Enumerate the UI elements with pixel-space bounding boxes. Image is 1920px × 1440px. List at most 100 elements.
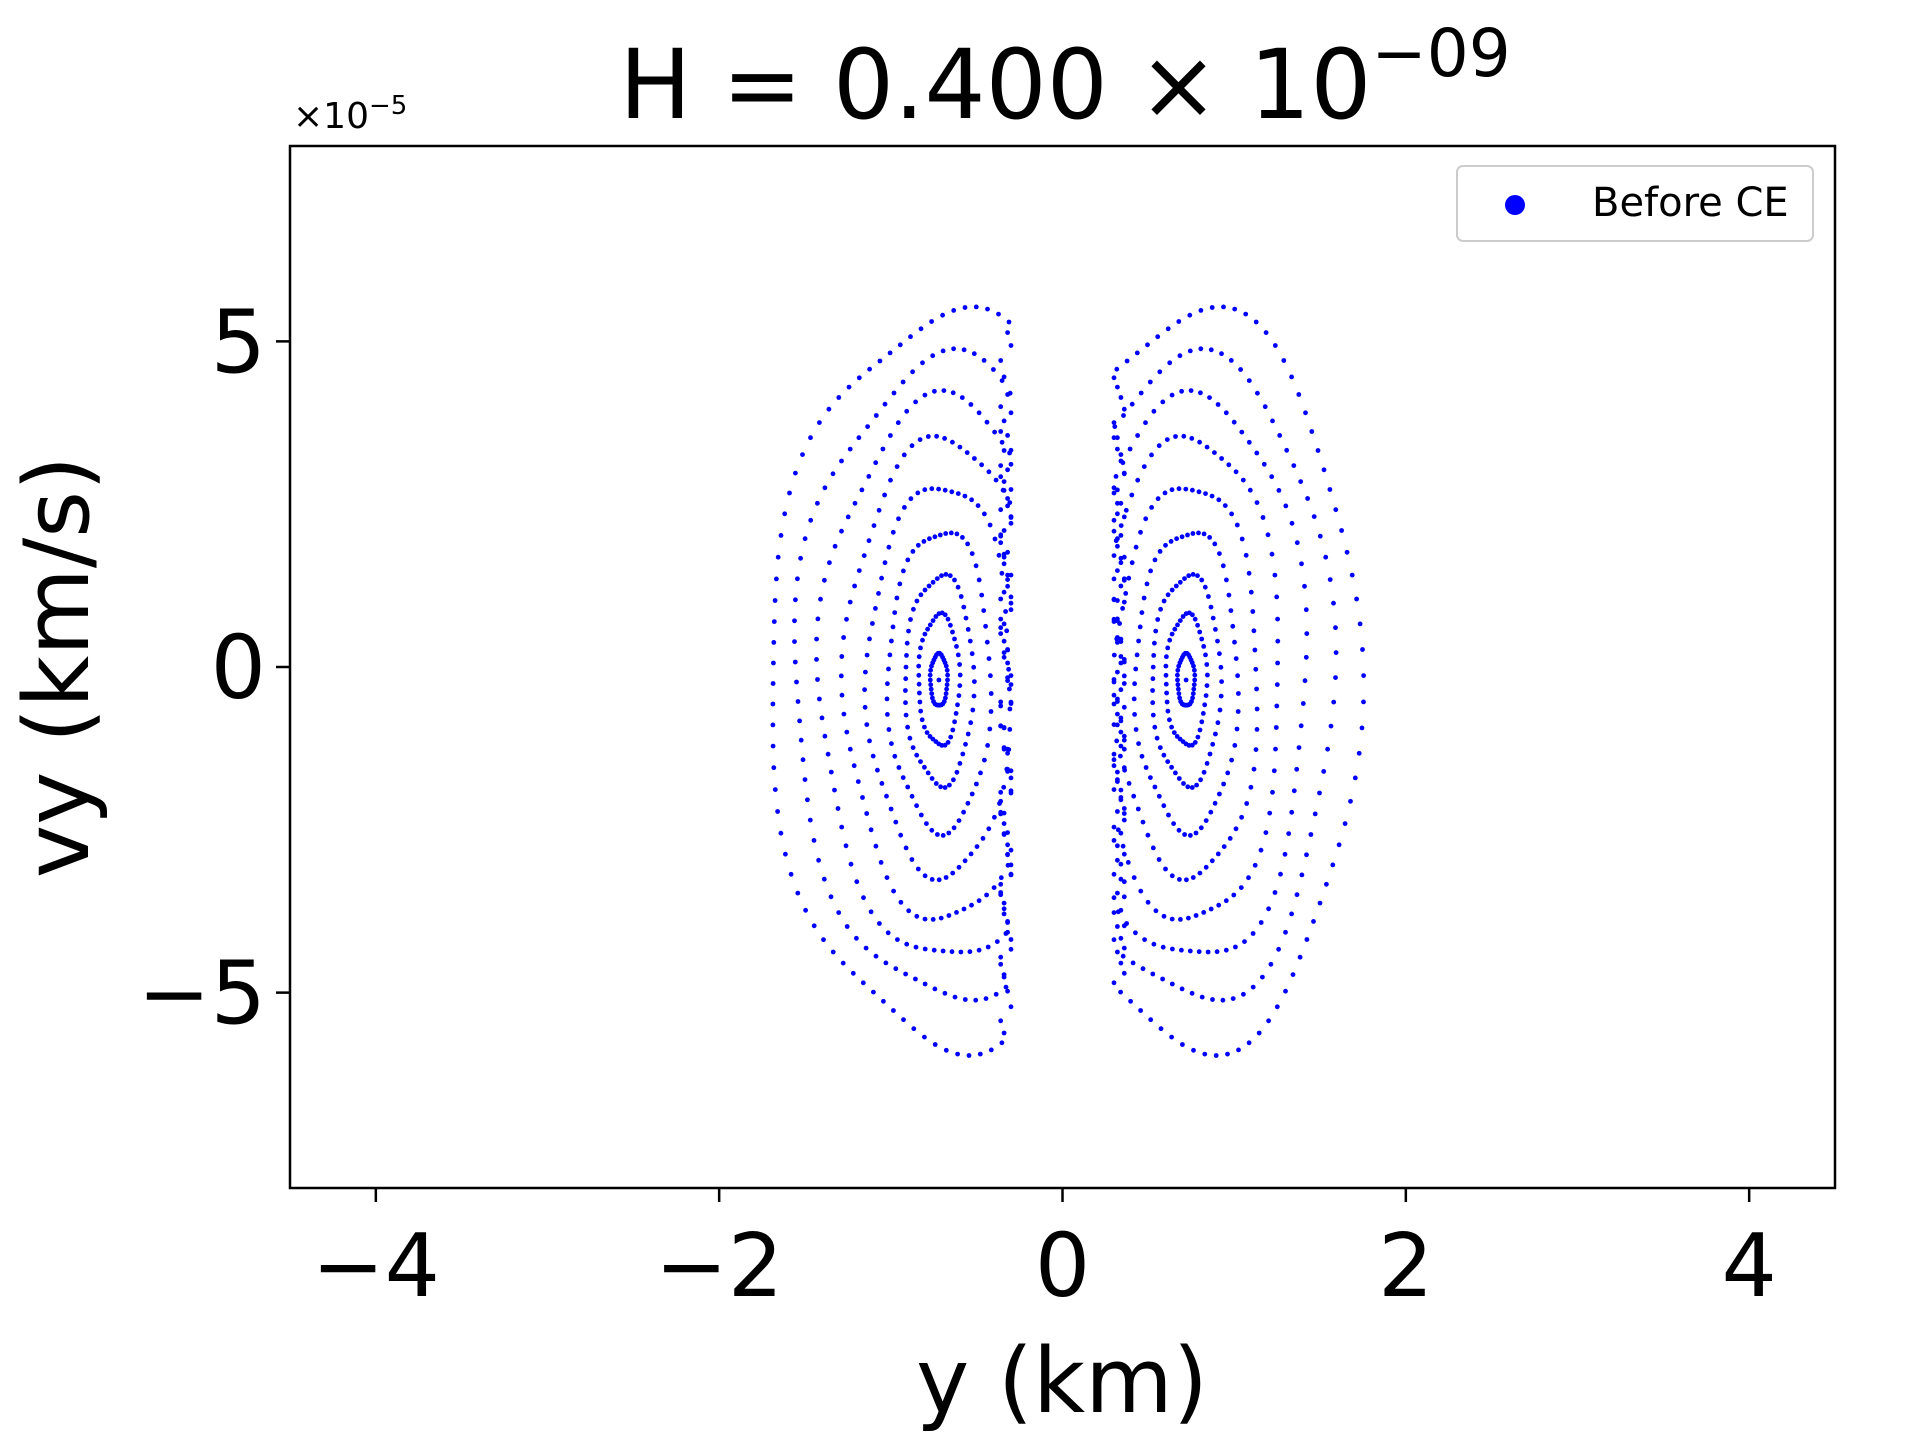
scatter-point	[956, 818, 962, 823]
scatter-point	[1165, 759, 1171, 764]
scatter-point	[998, 596, 1004, 602]
scatter-point	[945, 677, 950, 683]
scatter-point	[839, 528, 844, 534]
scatter-point	[1289, 911, 1294, 917]
scatter-point	[931, 947, 937, 953]
scatter-point	[892, 753, 898, 759]
scatter-point	[1253, 666, 1259, 672]
scatter-point	[1201, 769, 1207, 775]
scatter-point	[925, 770, 931, 776]
scatter-point	[1184, 877, 1189, 883]
scatter-point	[1213, 731, 1218, 737]
scatter-point	[1248, 784, 1254, 790]
scatter-point	[895, 937, 900, 942]
scatter-point	[1001, 900, 1007, 906]
scatter-point	[861, 895, 866, 901]
scatter-point	[922, 764, 927, 770]
scatter-point	[901, 1017, 906, 1023]
scatter-point	[992, 429, 997, 435]
scatter-point	[955, 702, 960, 708]
scatter-point	[839, 692, 845, 698]
scatter-point	[1252, 862, 1258, 868]
scatter-point	[1133, 666, 1139, 672]
scatter-point	[908, 617, 913, 622]
scatter-point	[1218, 693, 1224, 699]
scatter-point	[992, 536, 998, 542]
scatter-point	[808, 517, 814, 523]
scatter-point	[1290, 972, 1296, 977]
scatter-point	[1273, 725, 1279, 730]
scatter-point	[1297, 954, 1303, 960]
scatter-point	[1173, 770, 1178, 776]
scatter-point	[1135, 433, 1140, 438]
scatter-point	[772, 598, 778, 603]
scatter-point	[871, 989, 876, 995]
scatter-point	[928, 667, 933, 673]
scatter-point	[878, 860, 884, 865]
scatter-point	[933, 781, 939, 786]
scatter-point	[1111, 838, 1117, 843]
scatter-point	[1321, 467, 1327, 473]
scatter-point	[919, 717, 925, 723]
scatter-point	[909, 793, 915, 799]
scatter-point	[855, 779, 861, 784]
scatter-point	[1209, 858, 1215, 864]
scatter-point	[1185, 532, 1190, 538]
scatter-point	[926, 583, 932, 589]
scatter-point	[1336, 842, 1342, 848]
scatter-point	[882, 560, 888, 566]
scatter-point	[1157, 369, 1163, 375]
scatter-point	[1217, 707, 1223, 713]
scatter-point	[1289, 809, 1295, 815]
scatter-point	[864, 811, 870, 816]
scatter-point	[1001, 621, 1007, 627]
scatter-point	[882, 492, 887, 498]
scatter-point	[1262, 404, 1268, 410]
scatter-point	[1190, 695, 1195, 701]
scatter-point	[1118, 989, 1123, 995]
scatter-point	[884, 696, 890, 702]
scatter-point	[916, 654, 922, 660]
scatter-point	[828, 894, 834, 900]
scatter-point	[1312, 811, 1318, 817]
scatter-point	[1296, 392, 1302, 397]
scatter-point	[1115, 857, 1120, 863]
scatter-point	[1333, 675, 1338, 680]
scatter-point	[1005, 660, 1010, 666]
scatter-point	[1131, 696, 1137, 702]
scatter-point	[771, 640, 777, 645]
scatter-point	[848, 861, 854, 867]
scatter-point	[1303, 607, 1309, 613]
scatter-point	[958, 594, 964, 599]
scatter-point	[1168, 539, 1174, 544]
scatter-point	[1118, 753, 1123, 759]
scatter-point	[1118, 830, 1124, 836]
scatter-point	[951, 346, 956, 352]
scatter-point	[941, 388, 947, 393]
scatter-point	[1005, 750, 1010, 756]
scatter-point	[948, 734, 954, 740]
scatter-point	[1190, 572, 1196, 577]
scatter-point	[1183, 611, 1189, 616]
scatter-point	[1153, 628, 1159, 634]
scatter-point	[1201, 910, 1207, 915]
scatter-point	[1121, 945, 1127, 951]
scatter-point	[1304, 631, 1310, 636]
scatter-point	[972, 679, 977, 684]
scatter-point	[957, 444, 963, 450]
scatter-point	[1271, 768, 1277, 774]
scatter-point	[961, 347, 967, 353]
scatter-point	[928, 682, 934, 688]
scatter-point	[797, 718, 802, 724]
scatter-point	[1349, 572, 1355, 578]
scatter-point	[913, 976, 918, 982]
scatter-point	[1121, 879, 1127, 885]
scatter-point	[993, 991, 999, 997]
scatter-point	[1141, 595, 1147, 601]
scatter-point	[888, 433, 893, 438]
scatter-point	[816, 857, 821, 863]
scatter-point	[873, 413, 879, 418]
scatter-point	[1272, 572, 1278, 578]
scatter-point	[1263, 830, 1269, 835]
scatter-point	[973, 563, 979, 569]
